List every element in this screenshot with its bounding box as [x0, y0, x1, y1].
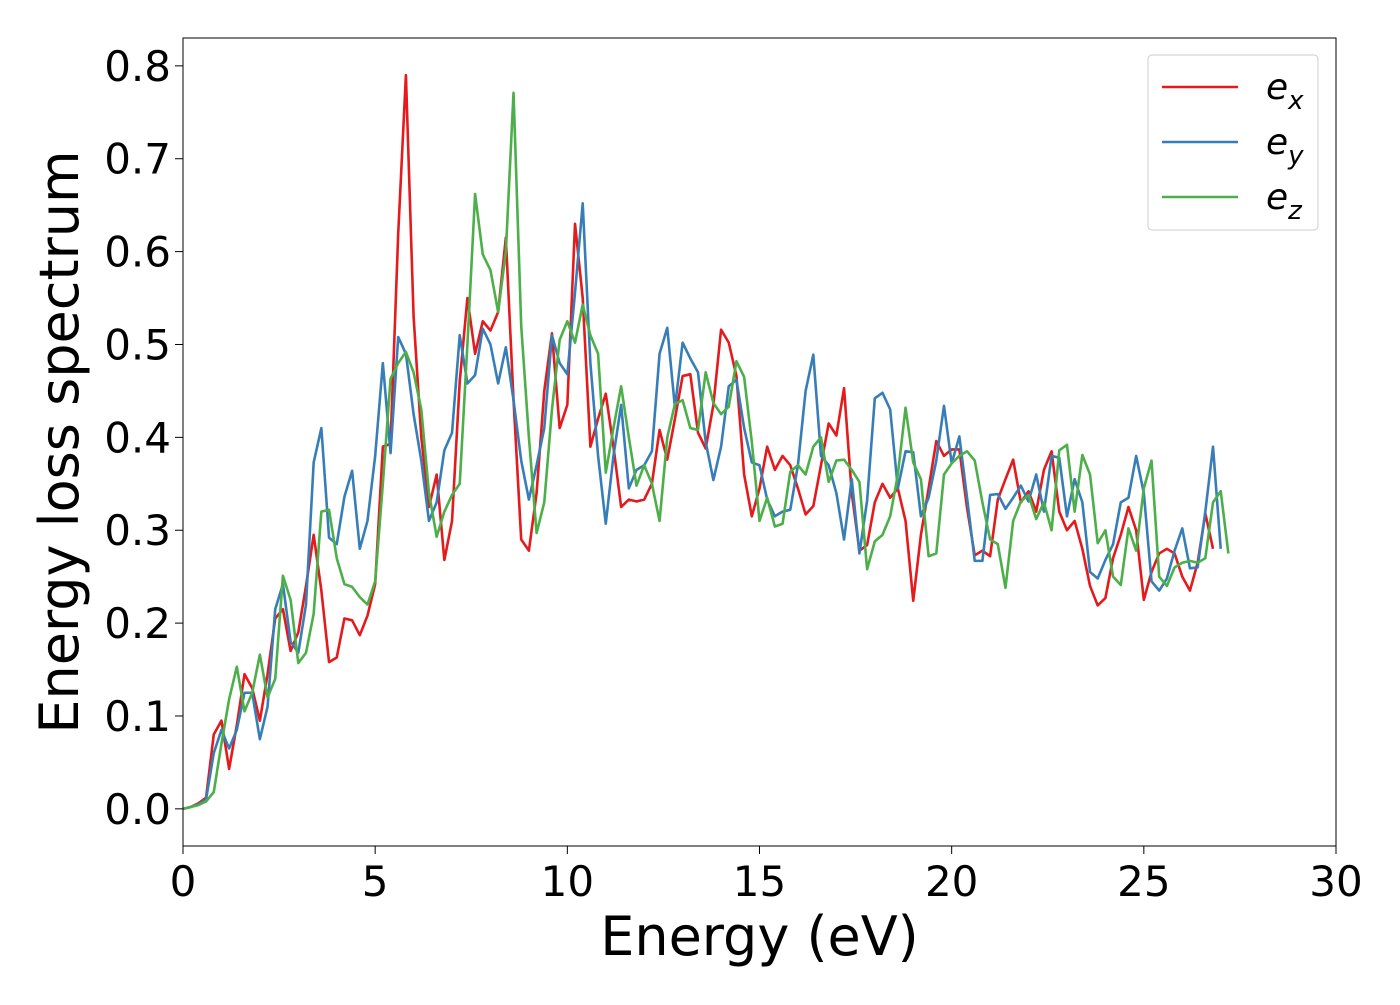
legend-items: ex ey ez — [1162, 67, 1304, 226]
y-axis-ticks: 0.0 0.1 0.2 0.3 0.4 0.5 0.6 0.7 0.8 — [104, 42, 183, 834]
legend-label-e-x: ex — [1266, 67, 1304, 116]
y-tick-label: 0.7 — [104, 135, 171, 184]
x-tick-label: 20 — [925, 857, 978, 906]
legend-label-e-y: ey — [1266, 122, 1304, 171]
y-tick-label: 0.1 — [104, 692, 171, 741]
x-tick-label: 15 — [733, 857, 786, 906]
x-axis-label: Energy (eV) — [600, 905, 919, 968]
x-tick-label: 25 — [1117, 857, 1170, 906]
legend: ex ey ez — [1147, 54, 1319, 231]
series-layer — [182, 73, 1230, 811]
y-tick-label: 0.0 — [104, 785, 171, 834]
x-axis-ticks: 0 5 10 15 20 25 30 — [170, 846, 1363, 906]
series-line-e-z — [182, 91, 1230, 811]
series-line-e-y — [182, 202, 1222, 811]
y-tick-label: 0.8 — [104, 42, 171, 91]
x-tick-label: 30 — [1309, 857, 1362, 906]
series-line-e-x — [182, 73, 1215, 811]
y-tick-label: 0.4 — [104, 413, 171, 462]
x-tick-label: 5 — [362, 857, 389, 906]
legend-label-e-z: ez — [1266, 177, 1303, 226]
y-tick-label: 0.6 — [104, 228, 171, 277]
x-tick-label: 10 — [541, 857, 594, 906]
y-tick-label: 0.5 — [104, 320, 171, 369]
y-tick-label: 0.2 — [104, 599, 171, 648]
y-axis-label: Energy loss spectrum — [28, 150, 91, 733]
x-tick-label: 0 — [170, 857, 197, 906]
y-tick-label: 0.3 — [104, 506, 171, 555]
